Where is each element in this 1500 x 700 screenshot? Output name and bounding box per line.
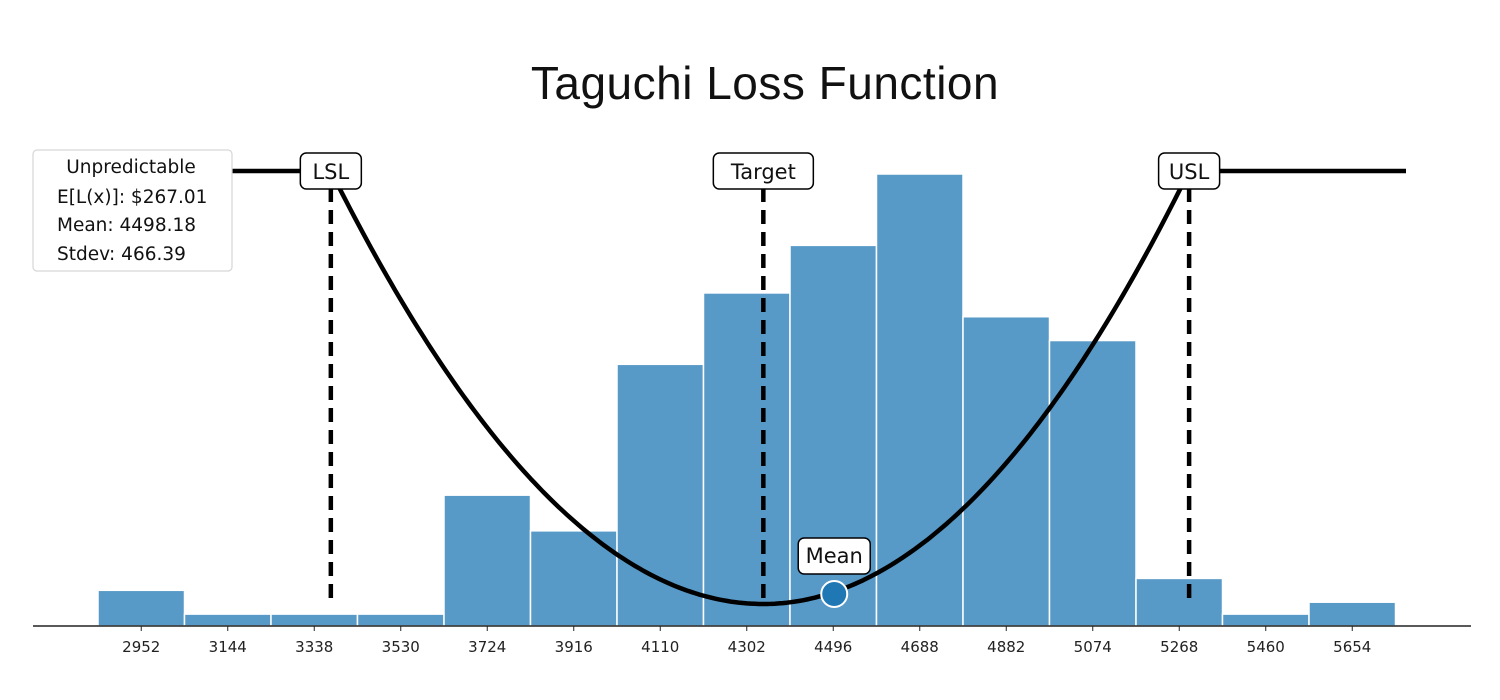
lsl-label-box xyxy=(299,152,363,190)
x-tick-label: 5074 xyxy=(1074,638,1112,656)
histogram-bar xyxy=(356,613,445,627)
histogram-bar xyxy=(97,589,186,627)
histogram-bar xyxy=(962,315,1051,627)
mean-point xyxy=(820,580,849,608)
legend-title: Unpredictable xyxy=(66,157,196,178)
chart-title: Taguchi Loss Function xyxy=(530,57,1000,109)
x-tick-label: 5268 xyxy=(1160,638,1198,656)
x-tick-label: 3724 xyxy=(468,638,506,656)
histogram-bar xyxy=(1135,577,1224,627)
lsl-label: LSL xyxy=(312,160,349,184)
x-tick-label: 5654 xyxy=(1333,638,1371,656)
histogram-bar xyxy=(1221,613,1310,627)
x-tick-label: 4302 xyxy=(728,638,766,656)
histogram-bar xyxy=(616,363,705,627)
target-label: Target xyxy=(730,160,796,184)
x-tick-label: 3916 xyxy=(555,638,593,656)
mean-label: Mean xyxy=(806,544,863,568)
x-tick-label: 4882 xyxy=(987,638,1025,656)
histogram-bar xyxy=(183,613,272,627)
usl-label-box xyxy=(1157,152,1221,190)
x-axis-ticks: 2952 3144 3338 3530 3724 3916 4110 4302 4496 4688… xyxy=(122,626,1371,656)
legend-mean: Mean: 4498.18 xyxy=(57,215,196,236)
histogram-bar xyxy=(1048,339,1137,627)
histogram-bar xyxy=(702,292,791,627)
x-tick-label: 3530 xyxy=(382,638,420,656)
x-tick-label: 4110 xyxy=(641,638,679,656)
histogram-bar xyxy=(875,173,964,627)
target-label-box xyxy=(712,152,815,190)
histogram-bar xyxy=(270,613,359,627)
histogram-bar xyxy=(1308,601,1397,627)
legend: Unpredictable E[L(x)]: $267.01 Mean: 449… xyxy=(32,149,233,272)
x-tick-label: 4688 xyxy=(901,638,939,656)
legend-box xyxy=(32,149,233,272)
mean-label-box xyxy=(797,537,871,575)
legend-expected-loss: E[L(x)]: $267.01 xyxy=(57,187,207,208)
legend-stdev: Stdev: 466.39 xyxy=(57,244,186,265)
x-tick-label: 2952 xyxy=(122,638,160,656)
x-tick-label: 3338 xyxy=(295,638,333,656)
spec-limits-layer: LSL Target USL xyxy=(299,152,1221,604)
usl-label: USL xyxy=(1169,160,1210,184)
mean-marker-layer: Mean xyxy=(797,537,871,608)
bars-layer xyxy=(97,173,1397,627)
x-tick-label: 5460 xyxy=(1247,638,1285,656)
loss-curve xyxy=(160,168,1406,607)
histogram-bar xyxy=(443,494,532,627)
x-tick-label: 4496 xyxy=(814,638,852,656)
loss-curve-layer xyxy=(160,168,1406,607)
x-tick-label: 3144 xyxy=(209,638,247,656)
